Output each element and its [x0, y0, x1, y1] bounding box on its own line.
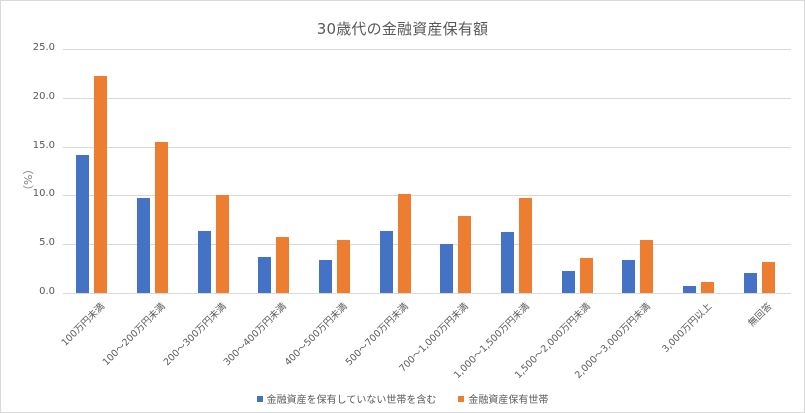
legend-swatch-blue-icon	[256, 395, 263, 402]
y-tick-label: 10.0	[32, 188, 55, 200]
bar	[501, 232, 514, 293]
y-tick-label: 20.0	[32, 90, 55, 102]
legend-item-series-2: 金融資産保有世帯	[458, 391, 548, 406]
bar	[215, 195, 229, 293]
bar	[397, 194, 411, 293]
bar	[519, 198, 532, 293]
x-tick-label: 300～400万円未満	[221, 301, 289, 369]
bar	[76, 155, 90, 293]
bar	[137, 198, 150, 293]
gridline	[63, 146, 791, 148]
bar	[155, 141, 168, 293]
gridline	[63, 293, 791, 294]
bar	[640, 240, 654, 293]
legend: 金融資産を保有していない世帯を含む 金融資産保有世帯	[1, 391, 804, 406]
bar	[94, 76, 108, 293]
y-tick-label: 5.0	[39, 237, 55, 249]
bar	[622, 259, 636, 293]
y-tick-label: 15.0	[32, 139, 55, 151]
bar	[276, 237, 290, 293]
bar	[579, 257, 593, 293]
x-tick-label: 無回答	[746, 301, 775, 330]
gridline	[63, 195, 791, 197]
gridline	[63, 97, 791, 99]
bar	[440, 244, 454, 293]
x-tick-label: 3,000万円以上	[660, 301, 715, 356]
bar	[319, 259, 332, 293]
gridline	[63, 49, 791, 50]
legend-item-series-1: 金融資産を保有していない世帯を含む	[256, 391, 437, 406]
bar	[683, 286, 696, 293]
gridline	[63, 244, 791, 246]
chart-title: 30歳代の金融資産保有額	[316, 20, 489, 38]
y-tick-label: 25.0	[32, 42, 55, 53]
bar	[197, 230, 211, 293]
x-tick-label: 400～500万円未満	[282, 301, 350, 369]
legend-label: 金融資産保有世帯	[468, 395, 549, 406]
x-tick-label: 200～300万円未満	[161, 301, 229, 369]
y-tick-label: 0.0	[39, 286, 55, 297]
bar	[701, 282, 714, 293]
x-tick-label: 100～200万円未満	[100, 301, 168, 369]
legend-swatch-orange-icon	[458, 395, 465, 402]
bar	[337, 240, 350, 293]
bar	[761, 261, 775, 293]
x-tick-label: 500～700万円未満	[343, 301, 411, 369]
legend-label: 金融資産を保有していない世帯を含む	[266, 395, 437, 406]
bar	[258, 256, 272, 293]
bar	[743, 272, 757, 293]
bar	[561, 270, 575, 293]
bar	[379, 230, 393, 293]
bar	[458, 215, 472, 293]
x-tick-label: 100万円未満	[59, 301, 108, 349]
